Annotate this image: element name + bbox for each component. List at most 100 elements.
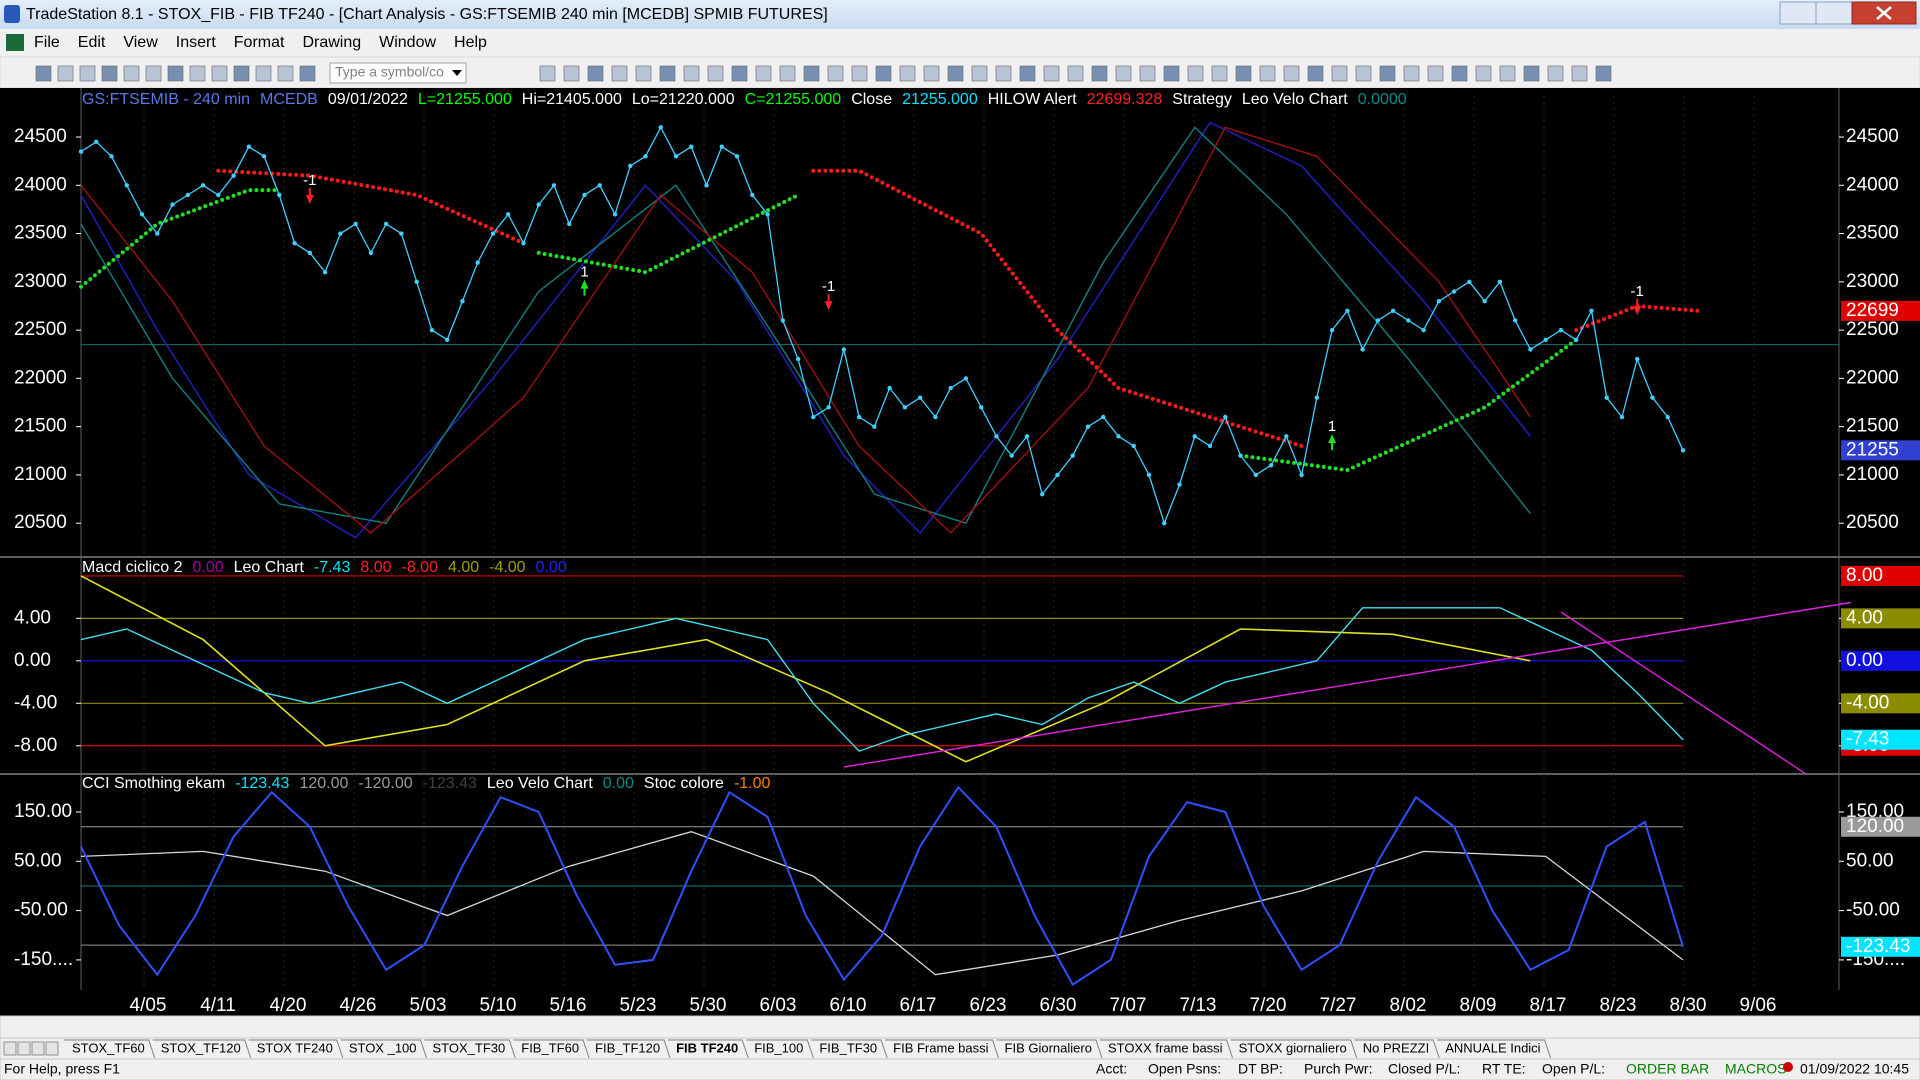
sheet-tab-label[interactable]: STOXX frame bassi	[1108, 1040, 1223, 1055]
toolbar-icon[interactable]	[803, 65, 820, 82]
sheet-tab-label[interactable]: FIB Frame bassi	[893, 1040, 988, 1055]
sheet-tab-label[interactable]: FIB Giornaliero	[1005, 1040, 1092, 1055]
toolbar-icon[interactable]	[587, 65, 604, 82]
toolbar-icon[interactable]	[779, 65, 796, 82]
toolbar-icon[interactable]	[1043, 65, 1060, 82]
sheet-tab-label[interactable]: No PREZZI	[1363, 1040, 1429, 1055]
price-dot	[292, 241, 297, 246]
menu-item[interactable]: Drawing	[302, 34, 361, 51]
toolbar-icon[interactable]	[1331, 65, 1348, 82]
toolbar-icon[interactable]	[35, 65, 52, 82]
scrollbar[interactable]	[0, 1015, 1920, 1039]
sheet-tab-label[interactable]: FIB_100	[754, 1040, 803, 1055]
tab-scroll-button[interactable]	[31, 1041, 45, 1056]
toolbar-icon[interactable]	[1163, 65, 1180, 82]
y-tick-label: 22000	[14, 367, 67, 388]
price-dot	[1146, 472, 1152, 478]
toolbar-icon[interactable]	[611, 65, 628, 82]
toolbar-icon[interactable]	[1355, 65, 1372, 82]
toolbar-icon[interactable]	[1283, 65, 1300, 82]
menu-item[interactable]: Help	[454, 34, 487, 51]
sheet-tab-label[interactable]: STOX_TF60	[72, 1040, 145, 1055]
toolbar-icon[interactable]	[1307, 65, 1324, 82]
price-dot	[826, 405, 831, 410]
toolbar-icon[interactable]	[79, 65, 96, 82]
menu-item[interactable]: Window	[379, 34, 436, 51]
toolbar-icon[interactable]	[851, 65, 868, 82]
toolbar-icon[interactable]	[211, 65, 228, 82]
maximize-button[interactable]	[1815, 1, 1853, 25]
toolbar-icon[interactable]	[1187, 65, 1204, 82]
menu-item[interactable]: Format	[234, 34, 285, 51]
sheet-tab-label[interactable]: STOX _100	[349, 1040, 417, 1055]
tab-scroll-button[interactable]	[17, 1041, 31, 1056]
toolbar-icon[interactable]	[1115, 65, 1132, 82]
sheet-tab-label[interactable]: ANNUALE Indici	[1445, 1040, 1540, 1055]
toolbar-icon[interactable]	[1139, 65, 1156, 82]
toolbar-icon[interactable]	[1427, 65, 1444, 82]
toolbar-icon[interactable]	[755, 65, 772, 82]
tab-scroll-button[interactable]	[3, 1041, 17, 1056]
toolbar-icon[interactable]	[635, 65, 652, 82]
toolbar-icon[interactable]	[101, 65, 118, 82]
toolbar-icon[interactable]	[1523, 65, 1540, 82]
toolbar-icon[interactable]	[971, 65, 988, 82]
toolbar-icon[interactable]	[1235, 65, 1252, 82]
menu-item[interactable]: Edit	[78, 34, 106, 51]
sheet-tab-label[interactable]: FIB_TF30	[819, 1040, 877, 1055]
toolbar-icon[interactable]	[707, 65, 724, 82]
sheet-tab-label[interactable]: STOX_TF120	[161, 1040, 241, 1055]
toolbar-icon[interactable]	[875, 65, 892, 82]
toolbar-icon[interactable]	[947, 65, 964, 82]
toolbar-icon[interactable]	[1091, 65, 1108, 82]
toolbar-icon[interactable]	[539, 65, 556, 82]
sheet-tab-label[interactable]: STOXX giornaliero	[1239, 1040, 1347, 1055]
toolbar-icon[interactable]	[277, 65, 294, 82]
toolbar-icon[interactable]	[1379, 65, 1396, 82]
toolbar-icon[interactable]	[1475, 65, 1492, 82]
toolbar-icon[interactable]	[899, 65, 916, 82]
toolbar-icon[interactable]	[1259, 65, 1276, 82]
tab-scroll-button[interactable]	[45, 1041, 59, 1056]
toolbar-icon[interactable]	[123, 65, 140, 82]
toolbar-icon[interactable]	[563, 65, 580, 82]
toolbar-icon[interactable]	[57, 65, 74, 82]
indicator-header: Leo Chart	[234, 559, 305, 576]
menu-item[interactable]: View	[123, 34, 158, 51]
toolbar-icon[interactable]	[1451, 65, 1468, 82]
toolbar-icon[interactable]	[1595, 65, 1612, 82]
toolbar-icon[interactable]	[995, 65, 1012, 82]
toolbar-icon[interactable]	[1499, 65, 1516, 82]
toolbar-icon[interactable]	[1547, 65, 1564, 82]
sheet-tab-label[interactable]: STOX_TF30	[433, 1040, 506, 1055]
toolbar-icon[interactable]	[659, 65, 676, 82]
toolbar-icon[interactable]	[827, 65, 844, 82]
price-dot	[1467, 279, 1472, 285]
sheet-tab-label[interactable]: FIB TF240	[676, 1040, 738, 1055]
price-dot	[414, 279, 419, 285]
toolbar-icon[interactable]	[1211, 65, 1228, 82]
toolbar-icon[interactable]	[1067, 65, 1084, 82]
toolbar-icon[interactable]	[1403, 65, 1420, 82]
menu-item[interactable]: Insert	[176, 34, 217, 51]
sheet-tab-label[interactable]: FIB_TF120	[595, 1040, 660, 1055]
symbol-box[interactable]	[329, 62, 467, 84]
toolbar-icon[interactable]	[1571, 65, 1588, 82]
sheet-tab	[1099, 1039, 1234, 1059]
toolbar-icon[interactable]	[233, 65, 250, 82]
toolbar-icon[interactable]	[683, 65, 700, 82]
toolbar-icon[interactable]	[167, 65, 184, 82]
order-bar[interactable]: ORDER BAR	[1626, 1061, 1709, 1077]
toolbar-icon[interactable]	[923, 65, 940, 82]
sheet-tab-label[interactable]: STOX TF240	[257, 1040, 333, 1055]
toolbar-icon[interactable]	[255, 65, 272, 82]
toolbar-icon[interactable]	[299, 65, 316, 82]
minimize-button[interactable]	[1779, 1, 1817, 25]
toolbar-icon[interactable]	[189, 65, 206, 82]
toolbar-icon[interactable]	[145, 65, 162, 82]
toolbar-icon[interactable]	[1019, 65, 1036, 82]
macros[interactable]: MACROS	[1725, 1061, 1786, 1077]
toolbar-icon[interactable]	[731, 65, 748, 82]
sheet-tab-label[interactable]: FIB_TF60	[521, 1040, 579, 1055]
menu-item[interactable]: File	[34, 34, 60, 51]
